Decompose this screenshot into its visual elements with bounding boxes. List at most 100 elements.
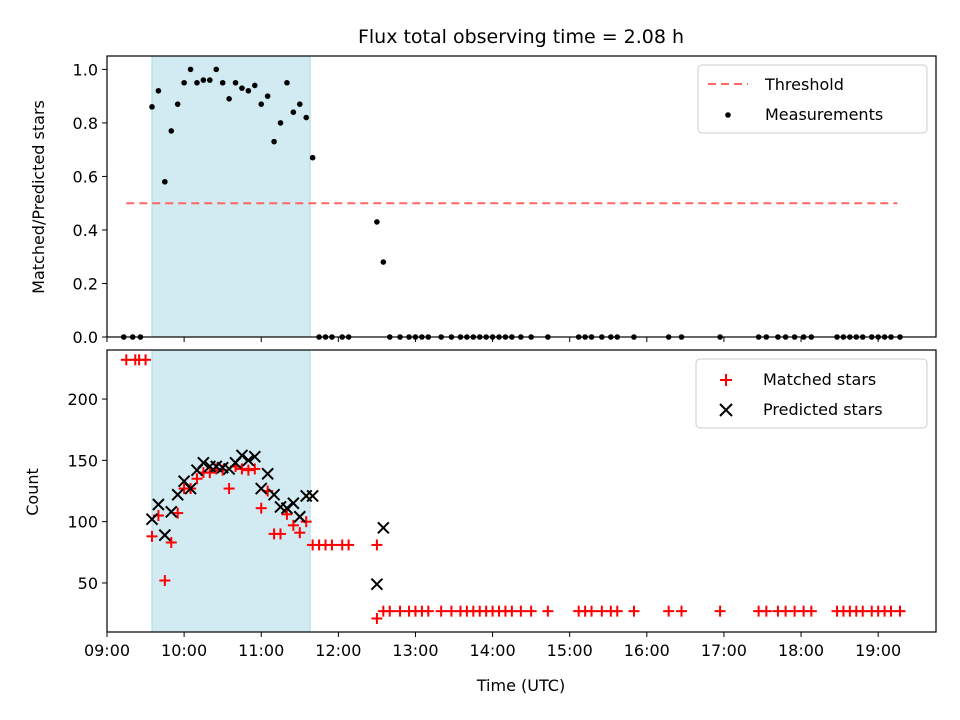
x-tick-label: 14:00 — [470, 641, 516, 660]
y-tick-label: 100 — [67, 513, 98, 532]
matched-stars-point — [223, 483, 235, 495]
counts-x-axis-label: Time (UTC) — [476, 676, 565, 695]
matched-stars-point — [281, 508, 293, 520]
x-tick-label: 09:00 — [84, 641, 130, 660]
measurement-point — [194, 79, 200, 86]
measurement-point — [264, 93, 271, 99]
measurement-point — [245, 87, 252, 94]
counts-y-ticks: 50 100 150 200 — [67, 390, 107, 593]
measurement-point — [168, 128, 175, 134]
matched-stars-point — [255, 502, 267, 514]
measurement-point — [258, 101, 265, 107]
predicted-stars-point — [287, 497, 300, 510]
predicted-stars-point — [255, 482, 268, 495]
matched-stars-point — [242, 464, 254, 476]
matched-stars-point — [159, 575, 171, 587]
matched-stars-point — [191, 473, 203, 485]
measurement-point — [374, 219, 380, 225]
legend-measurements-swatch — [725, 112, 731, 118]
measurement-point — [277, 120, 284, 126]
matched-stars-point — [204, 467, 216, 479]
x-tick-label: 12:00 — [315, 641, 361, 660]
measurement-point — [252, 82, 258, 89]
observing-window-shade — [151, 349, 311, 633]
predicted-stars-point — [267, 488, 281, 501]
y-tick-label: 0.0 — [73, 328, 98, 347]
matched-stars-point — [249, 463, 261, 475]
x-tick-label: 19:00 — [855, 641, 901, 660]
y-tick-label: 50 — [78, 574, 98, 593]
predicted-stars-point — [235, 449, 249, 462]
legend-threshold-label: Threshold — [764, 75, 844, 94]
panel-counts: 50 100 150 200 09:00 10:00 11:00 12:00 13:00 14:… — [23, 349, 937, 695]
matched-stars-point — [371, 613, 383, 625]
matched-stars-point — [343, 539, 355, 551]
measurement-point — [200, 77, 207, 83]
y-tick-label: 0.2 — [73, 274, 98, 293]
legend-matched-label: Matched stars — [763, 370, 876, 389]
ratio-y-axis-label: Matched/Predicted stars — [29, 100, 48, 294]
matched-stars-point — [628, 605, 640, 617]
measurement-point — [219, 79, 226, 86]
x-tick-label: 16:00 — [624, 641, 670, 660]
legend-predicted-swatch — [719, 403, 733, 417]
predicted-stars-point — [248, 450, 262, 463]
predicted-stars-point — [242, 454, 255, 467]
y-tick-label: 200 — [67, 390, 98, 409]
legend-measurements-label: Measurements — [765, 105, 883, 124]
y-tick-label: 0.6 — [73, 167, 98, 186]
ratio-x-ticks — [106, 337, 879, 342]
measurement-point — [271, 138, 277, 145]
matched-stars-point — [586, 605, 598, 617]
ratio-legend: Threshold Measurements — [697, 64, 928, 134]
ratio-legend-box — [697, 64, 928, 134]
matched-stars-point — [326, 539, 338, 551]
matched-stars-point — [140, 354, 152, 366]
legend-matched-swatch — [720, 374, 732, 386]
matched-stars-point — [165, 536, 177, 548]
predicted-stars-point — [280, 501, 294, 515]
y-tick-label: 1.0 — [73, 60, 98, 79]
panel-ratio: Flux total observing time = 2.08 h 0.00.… — [29, 26, 937, 347]
y-tick-label: 0.8 — [73, 114, 98, 133]
counts-axes-frame — [106, 349, 937, 633]
matched-stars-point — [611, 605, 623, 617]
counts-legend: Matched stars Predicted stars — [695, 358, 928, 429]
measurement-point — [284, 79, 290, 86]
predicted-stars-point — [158, 528, 172, 542]
matched-stars-point — [146, 530, 158, 542]
matched-stars-point — [542, 605, 554, 617]
measurement-point — [309, 154, 316, 161]
matched-stars-point — [525, 605, 537, 617]
predicted-stars-point — [152, 498, 165, 511]
matched-stars-point — [663, 605, 675, 617]
measurement-point — [162, 178, 168, 185]
matched-stars-point — [172, 507, 184, 519]
matched-stars-point — [515, 605, 527, 617]
measurement-point — [149, 104, 155, 110]
predicted-stars-point — [184, 482, 197, 495]
measurement-point — [296, 101, 303, 107]
counts-legend-box — [695, 358, 928, 429]
measurement-point — [226, 96, 232, 102]
measurement-point — [213, 66, 220, 73]
matched-stars-point — [300, 516, 312, 528]
y-tick-label: 150 — [67, 451, 98, 470]
x-tick-label: 11:00 — [238, 641, 284, 660]
predicted-stars-point — [306, 489, 319, 503]
predicted-stars-point — [171, 488, 184, 501]
x-tick-label: 18:00 — [778, 641, 824, 660]
measurement-point — [207, 77, 213, 83]
measurement-point — [181, 79, 187, 86]
matched-stars-point — [894, 605, 906, 617]
measurement-point — [155, 87, 162, 94]
predicted-stars-point — [165, 505, 178, 519]
predicted-stars-point — [145, 512, 159, 526]
matched-stars-point — [422, 605, 434, 617]
measurement-point — [380, 259, 387, 265]
counts-x-ticks: 09:00 10:00 11:00 12:00 13:00 14:00 15:00 16:00… — [84, 632, 901, 660]
matched-stars-point — [760, 605, 772, 617]
y-tick-label: 0.4 — [73, 221, 98, 240]
measurement-point — [303, 114, 310, 121]
